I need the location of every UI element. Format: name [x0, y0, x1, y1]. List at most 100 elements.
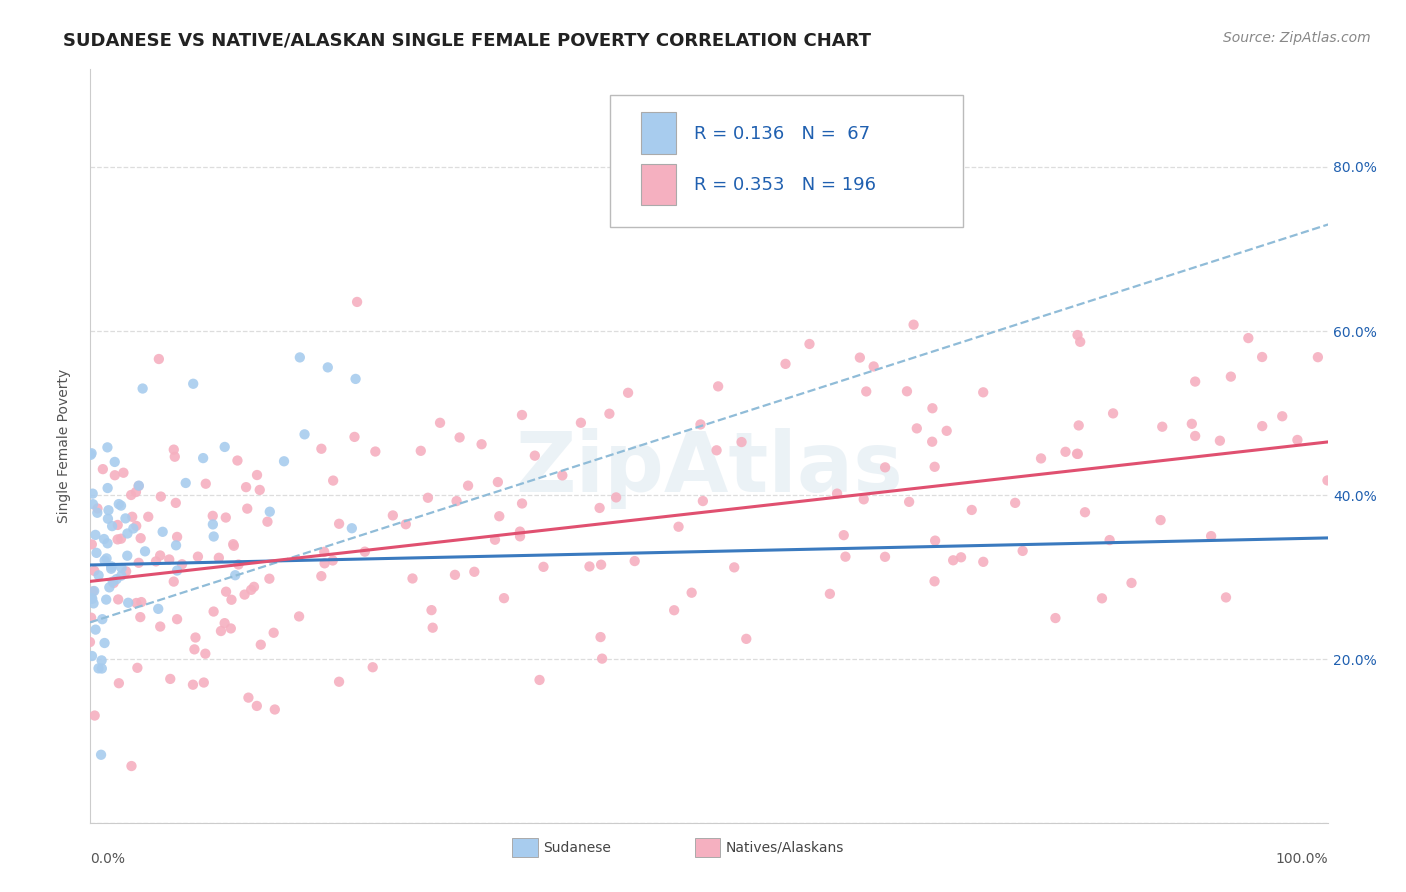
Point [617, 385, 640, 400]
Point [243, 580, 266, 594]
Point [152, 524, 174, 539]
Point [159, 672, 181, 686]
Point [834, 549, 856, 564]
Point [551, 468, 574, 483]
Point [82, 497, 104, 511]
Point [246, 698, 269, 713]
Point [689, 417, 711, 432]
Point [104, 468, 127, 483]
Point [148, 602, 170, 616]
Point [163, 450, 186, 464]
Point [288, 351, 311, 365]
Point [90, 747, 112, 762]
Point [236, 501, 259, 516]
Point [193, 675, 215, 690]
Point [662, 603, 685, 617]
Point [488, 509, 510, 524]
Point [1251, 419, 1274, 434]
Point [1066, 328, 1088, 343]
Point [311, 569, 333, 583]
Point [122, 522, 145, 536]
Point [215, 584, 238, 599]
Point [921, 434, 943, 449]
Point [343, 430, 366, 444]
Point [165, 538, 187, 552]
Point [191, 451, 214, 466]
Point [1054, 445, 1077, 459]
Point [115, 565, 138, 579]
Point [96, 441, 118, 455]
Point [208, 550, 231, 565]
Point [249, 638, 271, 652]
Point [120, 488, 142, 502]
Text: Source: ZipAtlas.com: Source: ZipAtlas.com [1223, 31, 1371, 45]
Point [219, 622, 242, 636]
Point [87, 661, 110, 675]
Point [91, 462, 114, 476]
Point [110, 568, 132, 582]
Point [510, 496, 533, 510]
Point [226, 453, 249, 467]
Text: Sudanese: Sudanese [543, 840, 612, 855]
Point [1011, 544, 1033, 558]
Point [100, 559, 122, 574]
Point [706, 443, 728, 458]
Point [950, 550, 973, 565]
Point [314, 545, 336, 559]
Point [569, 416, 592, 430]
Point [108, 676, 131, 690]
Point [775, 357, 797, 371]
Point [1149, 513, 1171, 527]
Point [174, 475, 197, 490]
Text: Natives/Alaskans: Natives/Alaskans [725, 840, 845, 855]
Point [799, 337, 821, 351]
Point [86, 501, 108, 516]
Point [395, 517, 418, 532]
Point [181, 678, 204, 692]
Point [381, 508, 404, 523]
Point [148, 351, 170, 366]
Point [93, 553, 115, 567]
Point [83, 596, 105, 610]
Point [165, 496, 187, 510]
Point [924, 533, 946, 548]
Point [344, 372, 367, 386]
Point [157, 552, 180, 566]
Point [259, 505, 281, 519]
Point [221, 592, 243, 607]
Point [79, 635, 101, 649]
Point [730, 435, 752, 450]
Point [1271, 409, 1294, 424]
Point [1316, 474, 1339, 488]
Point [942, 553, 965, 567]
Point [578, 559, 600, 574]
Point [101, 574, 124, 589]
Point [314, 557, 336, 571]
Point [107, 592, 129, 607]
Text: 0.0%: 0.0% [90, 852, 125, 866]
Point [187, 549, 209, 564]
Point [873, 549, 896, 564]
Point [125, 485, 148, 500]
Point [589, 630, 612, 644]
Point [972, 385, 994, 400]
Point [1184, 375, 1206, 389]
Point [125, 596, 148, 610]
Point [96, 536, 118, 550]
Point [1251, 350, 1274, 364]
Point [91, 612, 114, 626]
Point [598, 407, 620, 421]
Point [131, 595, 153, 609]
Point [328, 516, 350, 531]
Point [214, 440, 236, 454]
Point [131, 382, 153, 396]
Point [1074, 505, 1097, 519]
Point [86, 506, 108, 520]
Point [224, 568, 246, 582]
Point [110, 561, 132, 575]
Point [246, 468, 269, 483]
Point [110, 499, 132, 513]
Point [1098, 533, 1121, 547]
Point [855, 384, 877, 399]
Point [681, 585, 703, 599]
